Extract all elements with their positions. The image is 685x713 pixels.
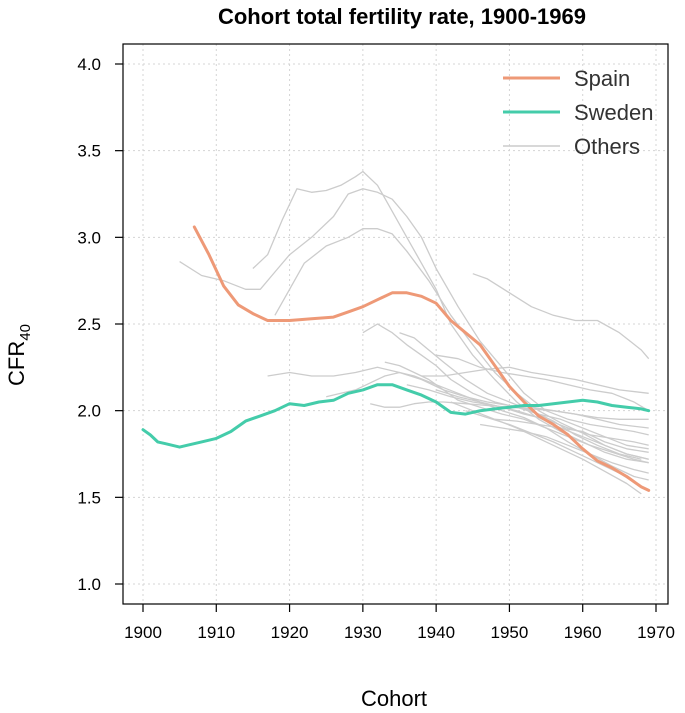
x-axis: 1900 1910 1920 1930 1940 1950 1960 1970: [124, 604, 675, 642]
legend-label-others: Others: [574, 134, 640, 159]
others-series-line: [472, 273, 650, 360]
others-series-line: [179, 188, 649, 436]
others-series-line: [421, 366, 649, 394]
sweden-series-line: [141, 383, 651, 449]
x-axis-label: Cohort: [361, 686, 427, 711]
legend-label-spain: Spain: [574, 66, 630, 91]
y-tick-label: 2.0: [77, 402, 101, 421]
spain-series-line: [192, 225, 651, 492]
y-axis-label: CFR40: [4, 324, 34, 386]
others-series-line: [326, 371, 649, 446]
legend: Spain Sweden Others: [503, 66, 654, 159]
y-tick-label: 1.0: [77, 575, 101, 594]
y-tick-label: 1.5: [77, 488, 101, 507]
others-series-line: [435, 354, 650, 412]
y-tick-label: 3.0: [77, 228, 101, 247]
legend-label-sweden: Sweden: [574, 100, 654, 125]
others-series-line: [479, 423, 649, 474]
y-tick-label: 3.5: [77, 142, 101, 161]
others-series-line: [362, 323, 649, 450]
y-axis-label-subscript: 40: [17, 324, 34, 341]
y-tick-label: 4.0: [77, 55, 101, 74]
y-axis-label-main: CFR: [4, 341, 29, 386]
others-series-line: [450, 401, 642, 495]
x-tick-label: 1940: [417, 623, 455, 642]
x-tick-label: 1910: [197, 623, 235, 642]
grid: [123, 44, 668, 604]
chart-title: Cohort total fertility rate, 1900-1969: [218, 4, 586, 29]
y-axis: 1.0 1.5 2.0 2.5 3.0 3.5 4.0: [77, 55, 123, 594]
x-tick-label: 1920: [271, 623, 309, 642]
x-tick-label: 1900: [124, 623, 162, 642]
others-series-line: [435, 389, 649, 481]
others-series-line: [384, 361, 649, 464]
others-series-line: [399, 332, 642, 460]
others-series-line: [406, 384, 649, 460]
others-series: [179, 170, 650, 495]
x-tick-label: 1960: [564, 623, 602, 642]
x-tick-label: 1970: [637, 623, 675, 642]
others-series-line: [252, 170, 649, 464]
y-tick-label: 2.5: [77, 315, 101, 334]
x-tick-label: 1930: [344, 623, 382, 642]
x-tick-label: 1950: [491, 623, 529, 642]
others-series-line: [494, 418, 649, 453]
